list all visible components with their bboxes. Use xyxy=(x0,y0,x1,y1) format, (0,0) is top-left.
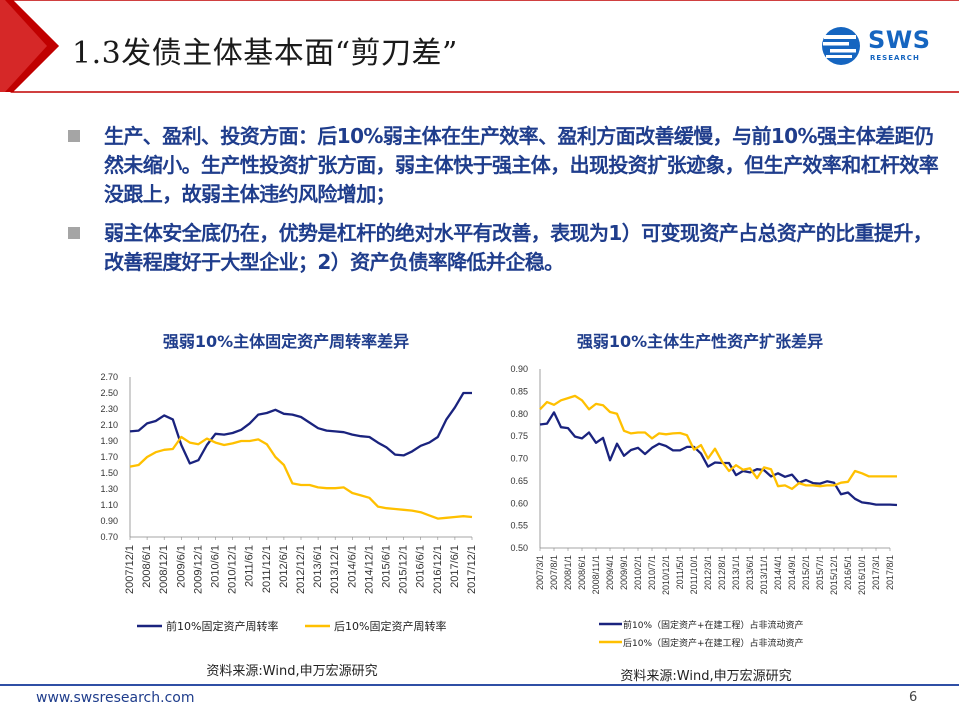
x-tick-label: 2009/9/1 xyxy=(619,555,629,590)
x-tick-label: 2011/10/1 xyxy=(689,555,699,594)
x-tick-label: 2014/12/1 xyxy=(363,545,375,594)
x-tick-label: 2009/4/1 xyxy=(605,555,615,590)
chart-source: 资料来源:Wind,申万宏源研究 xyxy=(206,664,377,679)
x-tick-label: 2012/8/1 xyxy=(717,555,727,590)
x-tick-label: 2009/12/1 xyxy=(192,545,204,594)
x-tick-label: 2016/6/1 xyxy=(415,545,427,588)
x-tick-label: 2008/12/1 xyxy=(158,545,170,594)
x-tick-label: 2008/6/1 xyxy=(577,555,587,590)
y-tick-label: 1.10 xyxy=(100,500,118,510)
x-tick-label: 2007/12/1 xyxy=(124,545,136,594)
x-tick-label: 2010/12/1 xyxy=(227,545,239,594)
x-tick-label: 2008/6/1 xyxy=(141,545,153,588)
legend-label: 前10%固定资产周转率 xyxy=(166,619,278,633)
logo-subtext: RESEARCH xyxy=(870,54,920,62)
x-tick-label: 2013/1/1 xyxy=(731,555,741,590)
y-tick-label: 1.70 xyxy=(100,452,118,462)
header-red-chevron-inner xyxy=(0,0,47,92)
header-bottom-rule xyxy=(10,0,959,93)
x-tick-label: 2010/2/1 xyxy=(633,555,643,590)
series-line xyxy=(539,394,897,491)
slide-header: 1.3发债主体基本面“剪刀差” SWS RESEARCH xyxy=(0,0,959,100)
y-tick-label: 2.50 xyxy=(100,388,118,398)
chart-title: 强弱10%主体固定资产周转率差异 xyxy=(163,332,409,351)
bullet-square-icon xyxy=(68,130,80,142)
series-line xyxy=(129,435,473,520)
x-tick-label: 2013/11/1 xyxy=(759,555,769,594)
y-tick-label: 0.50 xyxy=(510,543,528,553)
y-tick-label: 0.90 xyxy=(510,364,528,374)
x-tick-label: 2017/6/1 xyxy=(449,545,461,588)
x-tick-label: 2008/1/1 xyxy=(563,555,573,590)
sws-logo: SWS RESEARCH xyxy=(820,24,946,70)
x-tick-label: 2007/3/1 xyxy=(535,555,545,590)
x-tick-label: 2015/7/1 xyxy=(815,555,825,590)
x-tick-label: 2013/12/1 xyxy=(329,545,341,594)
y-tick-label: 2.10 xyxy=(100,420,118,430)
bullet-item: 弱主体安全底仍在，优势是杠杆的绝对水平有改善，表现为1）可变现资产占总资产的比重… xyxy=(66,219,946,277)
x-tick-label: 2017/12/1 xyxy=(466,545,478,594)
x-tick-label: 2011/12/1 xyxy=(261,545,273,593)
series-line xyxy=(129,391,472,465)
x-tick-label: 2013/6/1 xyxy=(312,545,324,588)
bullet-list: 生产、盈利、投资方面：后10%弱主体在生产效率、盈利方面改善缓慢，与前10%强主… xyxy=(66,122,946,287)
y-tick-label: 0.65 xyxy=(510,476,528,486)
bullet-square-icon xyxy=(68,227,80,239)
x-tick-label: 2013/6/1 xyxy=(745,555,755,590)
x-tick-label: 2015/6/1 xyxy=(381,545,393,588)
footer-url[interactable]: www.swsresearch.com xyxy=(36,690,195,706)
x-tick-label: 2017/8/1 xyxy=(885,555,895,590)
x-tick-label: 2017/3/1 xyxy=(871,555,881,590)
legend-label: 后10%（固定资产+在建工程）占非流动资产 xyxy=(623,637,804,649)
bullet-text: 生产、盈利、投资方面：后10%弱主体在生产效率、盈利方面改善缓慢，与前10%强主… xyxy=(104,124,939,206)
x-tick-label: 2014/9/1 xyxy=(787,555,797,590)
y-tick-label: 1.50 xyxy=(100,468,118,478)
y-tick-label: 0.60 xyxy=(510,498,528,508)
x-tick-label: 2008/11/1 xyxy=(591,555,601,594)
x-tick-label: 2015/12/1 xyxy=(398,545,410,594)
y-tick-label: 0.75 xyxy=(510,431,528,441)
logo-wordmark: SWS xyxy=(868,26,931,54)
x-tick-label: 2012/12/1 xyxy=(295,545,307,594)
y-tick-label: 0.80 xyxy=(510,409,528,419)
x-tick-label: 2015/2/1 xyxy=(801,555,811,590)
y-tick-label: 0.70 xyxy=(100,532,118,542)
header-frame xyxy=(0,0,959,93)
y-tick-label: 1.90 xyxy=(100,436,118,446)
x-tick-label: 2016/12/1 xyxy=(432,545,444,594)
y-tick-label: 1.30 xyxy=(100,484,118,494)
bullet-item: 生产、盈利、投资方面：后10%弱主体在生产效率、盈利方面改善缓慢，与前10%强主… xyxy=(66,122,946,209)
x-tick-label: 2007/8/1 xyxy=(549,555,559,590)
x-tick-label: 2010/6/1 xyxy=(210,545,222,588)
x-tick-label: 2014/6/1 xyxy=(346,545,358,588)
x-tick-label: 2009/6/1 xyxy=(175,545,187,588)
x-tick-label: 2011/5/1 xyxy=(675,555,685,589)
y-tick-label: 0.55 xyxy=(510,521,528,531)
footer-rule xyxy=(0,684,959,686)
y-tick-label: 0.85 xyxy=(510,386,528,396)
x-tick-label: 2010/7/1 xyxy=(647,555,657,590)
bullet-text: 弱主体安全底仍在，优势是杠杆的绝对水平有改善，表现为1）可变现资产占总资产的比重… xyxy=(104,221,933,274)
x-tick-label: 2012/3/1 xyxy=(703,555,713,590)
page-number: 6 xyxy=(909,690,918,705)
legend-label: 前10%（固定资产+在建工程）占非流动资产 xyxy=(623,619,804,631)
series-line xyxy=(539,411,898,507)
chart-source: 资料来源:Wind,申万宏源研究 xyxy=(620,669,791,684)
y-tick-label: 2.30 xyxy=(100,404,118,414)
y-tick-label: 0.90 xyxy=(100,516,118,526)
x-tick-label: 2010/12/1 xyxy=(661,555,671,595)
x-tick-label: 2012/6/1 xyxy=(278,545,290,588)
y-tick-label: 2.70 xyxy=(100,372,118,382)
y-tick-label: 0.70 xyxy=(510,454,528,464)
slide-title: 1.3发债主体基本面“剪刀差” xyxy=(72,36,458,71)
legend-label: 后10%固定资产周转率 xyxy=(334,619,446,633)
x-tick-label: 2016/10/1 xyxy=(857,555,867,595)
x-tick-label: 2011/6/1 xyxy=(244,545,256,587)
chart-title: 强弱10%主体生产性资产扩张差异 xyxy=(577,332,823,351)
x-tick-label: 2014/4/1 xyxy=(773,555,783,590)
sws-logo-icon xyxy=(822,27,860,65)
x-tick-label: 2015/12/1 xyxy=(829,555,839,595)
x-tick-label: 2016/5/1 xyxy=(843,555,853,590)
